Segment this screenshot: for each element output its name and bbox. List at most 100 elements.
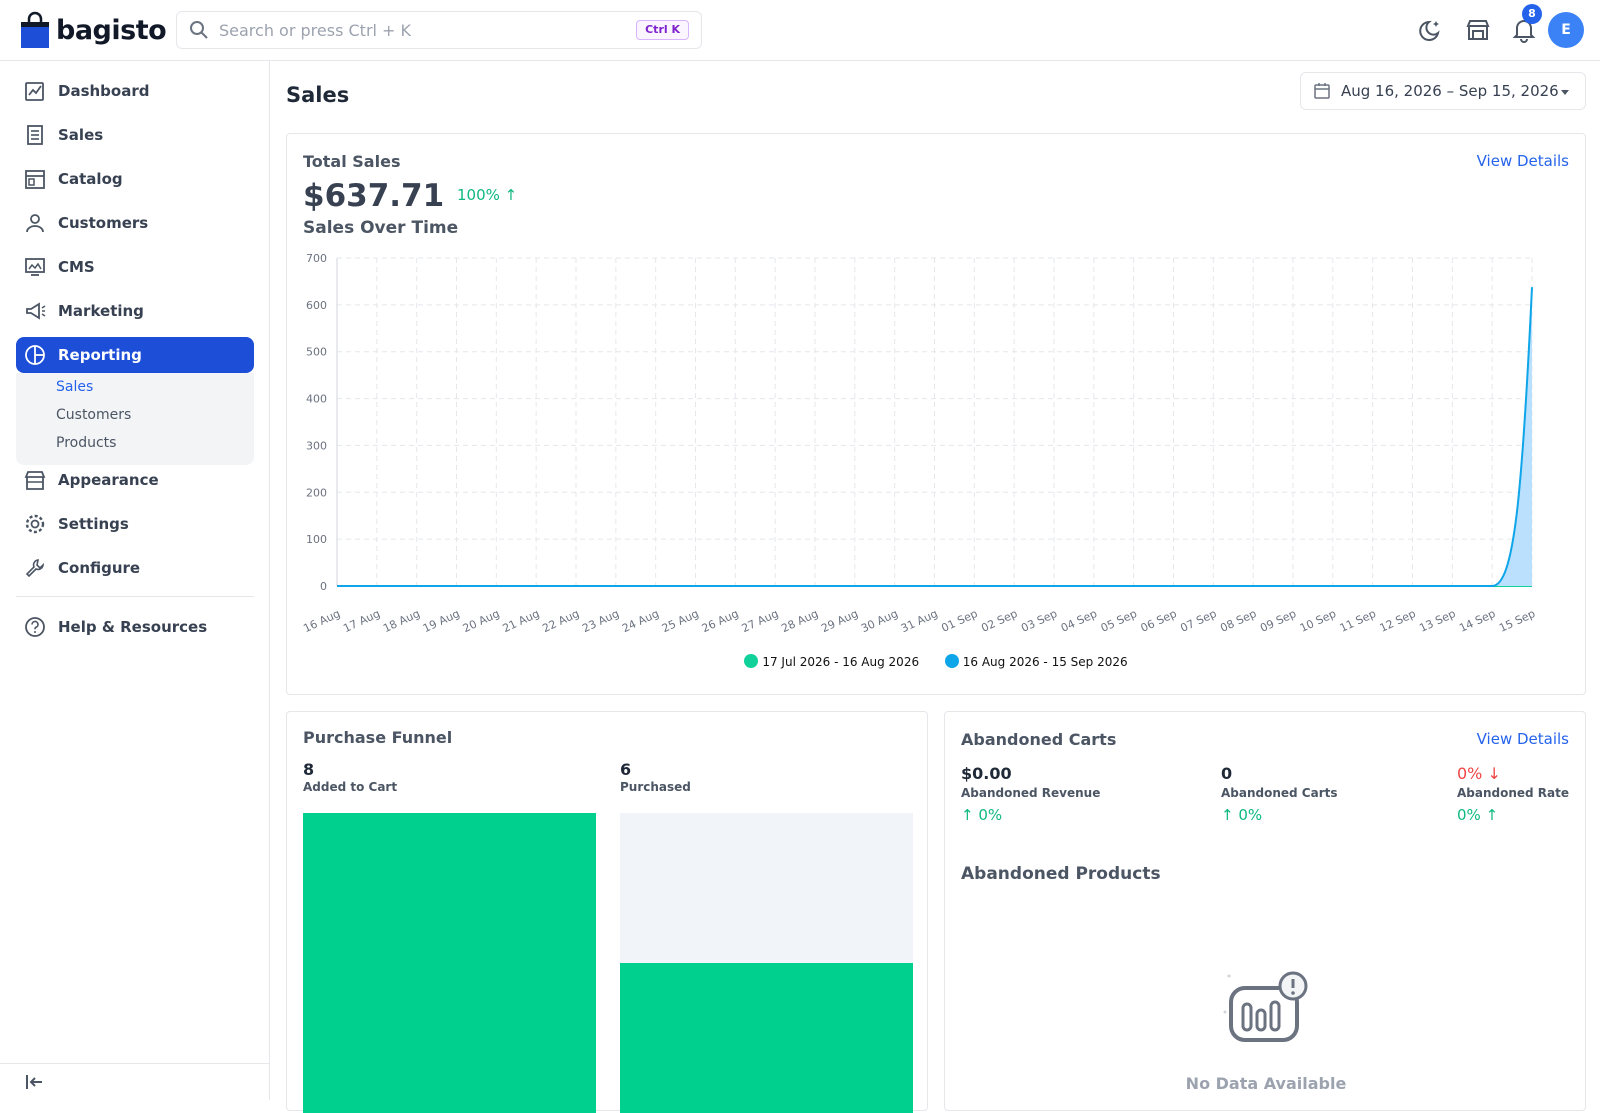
funnel-added-value: 8 (303, 760, 315, 779)
customers-icon (26, 214, 44, 233)
x-tick-label: 03 Sep (1019, 607, 1059, 635)
abandoned-carts-change: ↑ 0% (1221, 806, 1263, 824)
page-title: Sales (286, 83, 350, 107)
x-tick-label: 07 Sep (1178, 607, 1218, 635)
x-tick-label: 23 Aug (580, 607, 621, 635)
sidebar-item-settings[interactable]: Settings (16, 506, 254, 542)
x-tick-label: 29 Aug (819, 607, 860, 635)
top-bar: bagisto Search or press Ctrl + K Ctrl K … (0, 0, 1600, 61)
submenu-item-sales[interactable]: Sales (56, 379, 94, 395)
y-tick-label: 600 (306, 299, 327, 312)
abandoned-revenue-label: Abandoned Revenue (961, 786, 1101, 800)
sidebar-item-marketing[interactable]: Marketing (16, 293, 254, 329)
abandoned-rate-change: 0% ↑ (1457, 806, 1499, 824)
no-data-text: No Data Available (1185, 1074, 1347, 1093)
total-sales-card: Total Sales View Details $637.71 100% ↑ … (286, 133, 1586, 695)
sidebar-item-customers[interactable]: Customers (16, 205, 254, 241)
calendar-icon (1314, 83, 1330, 99)
x-tick-label: 12 Sep (1378, 607, 1418, 635)
x-tick-label: 31 Aug (899, 607, 940, 635)
submenu-item-customers[interactable]: Customers (56, 407, 132, 423)
shortcut-badge: Ctrl K (636, 20, 689, 40)
dashboard-icon (25, 82, 44, 101)
x-tick-label: 24 Aug (620, 607, 661, 635)
y-tick-label: 200 (306, 486, 327, 499)
abandoned-rate-value: 0% ↓ (1457, 764, 1501, 783)
storefront-icon[interactable] (1465, 17, 1491, 43)
legend-item[interactable]: 16 Aug 2026 - 15 Sep 2026 (944, 654, 1128, 669)
abandoned-revenue-value: $0.00 (961, 764, 1012, 783)
y-tick-label: 500 (306, 346, 327, 359)
search-icon (190, 21, 208, 39)
x-tick-label: 09 Sep (1258, 607, 1298, 635)
sidebar-item-help[interactable]: Help & Resources (16, 609, 254, 645)
chart-legend: 17 Jul 2026 - 16 Aug 2026 16 Aug 2026 - … (287, 654, 1585, 669)
configure-icon (25, 559, 45, 578)
search-box[interactable]: Search or press Ctrl + K Ctrl K (176, 11, 702, 49)
logo-text: bagisto (56, 14, 167, 46)
search-input[interactable]: Search or press Ctrl + K (219, 20, 412, 40)
appearance-icon (24, 471, 46, 490)
x-tick-label: 19 Aug (421, 607, 462, 635)
x-tick-label: 16 Aug (301, 607, 342, 635)
legend-item[interactable]: 17 Jul 2026 - 16 Aug 2026 (744, 654, 919, 669)
x-tick-label: 11 Sep (1338, 607, 1378, 635)
bag-logo-icon (21, 11, 49, 48)
sidebar-item-cms[interactable]: CMS (16, 249, 254, 285)
x-tick-label: 08 Sep (1218, 607, 1258, 635)
x-tick-label: 25 Aug (660, 607, 701, 635)
x-tick-label: 04 Sep (1059, 607, 1099, 635)
sidebar-item-appearance[interactable]: Appearance (16, 462, 254, 498)
abandoned-title: Abandoned Carts (961, 730, 1117, 749)
dark-mode-icon[interactable] (1418, 17, 1444, 43)
marketing-icon (26, 302, 46, 320)
x-tick-label: 18 Aug (381, 607, 422, 635)
funnel-added-label: Added to Cart (303, 780, 398, 794)
y-tick-label: 700 (306, 252, 327, 265)
sidebar-item-reporting[interactable]: Reporting (16, 337, 254, 373)
collapse-sidebar-button[interactable] (0, 1063, 270, 1100)
view-details-link[interactable]: View Details (1476, 152, 1569, 170)
sidebar-item-dashboard[interactable]: Dashboard (16, 73, 254, 109)
abandoned-carts-label: Abandoned Carts (1221, 786, 1338, 800)
abandoned-products-title: Abandoned Products (961, 864, 1161, 884)
logo[interactable]: bagisto (20, 10, 167, 50)
date-range-value: Aug 16, 2026 – Sep 15, 2026 (1341, 82, 1559, 100)
sidebar-item-sales[interactable]: Sales (16, 117, 254, 153)
help-icon (25, 617, 45, 637)
y-tick-label: 400 (306, 393, 327, 406)
series-line-1 (336, 287, 1533, 587)
abandoned-view-details-link[interactable]: View Details (1476, 730, 1569, 748)
total-sales-amount: $637.71 (303, 178, 445, 214)
no-data-chart-icon (1223, 971, 1308, 1042)
x-tick-label: 20 Aug (461, 607, 502, 635)
abandoned-carts-value: 0 (1221, 764, 1233, 783)
x-tick-label: 26 Aug (700, 607, 741, 635)
sidebar-divider (16, 596, 254, 597)
x-tick-label: 10 Sep (1298, 607, 1338, 635)
y-tick-label: 300 (306, 439, 327, 452)
x-tick-label: 30 Aug (859, 607, 900, 635)
reporting-icon (25, 345, 45, 365)
abandoned-carts-card: Abandoned Carts View Details $0.00 Aband… (944, 711, 1586, 1111)
settings-icon (25, 514, 45, 534)
y-tick-label: 100 (306, 533, 327, 546)
funnel-purchased-value: 6 (620, 760, 632, 779)
catalog-icon (25, 170, 45, 189)
x-tick-label: 15 Sep (1497, 607, 1537, 635)
avatar[interactable]: E (1548, 12, 1584, 48)
sales-over-time-chart: 0 100 200 300 400 500 600 700 16 Aug 17 Aug 18 Aug… (301, 252, 1537, 635)
reporting-submenu: Sales Customers Products (16, 373, 254, 465)
funnel-title: Purchase Funnel (303, 728, 453, 747)
sidebar-item-configure[interactable]: Configure (16, 550, 254, 586)
sidebar: Dashboard Sales Catalog Customers CMS Ma… (0, 61, 270, 1100)
funnel-bar-added (303, 813, 596, 1113)
sales-icon (27, 125, 43, 145)
x-tick-label: 27 Aug (740, 607, 781, 635)
main-content: Sales Aug 16, 2026 – Sep 15, 2026 Total … (270, 61, 1600, 1113)
submenu-item-products[interactable]: Products (56, 435, 117, 451)
date-range-picker[interactable]: Aug 16, 2026 – Sep 15, 2026 (1300, 72, 1586, 110)
sidebar-item-catalog[interactable]: Catalog (16, 161, 254, 197)
total-sales-change: 100% ↑ (457, 186, 518, 204)
chevron-down-icon (1561, 90, 1569, 95)
